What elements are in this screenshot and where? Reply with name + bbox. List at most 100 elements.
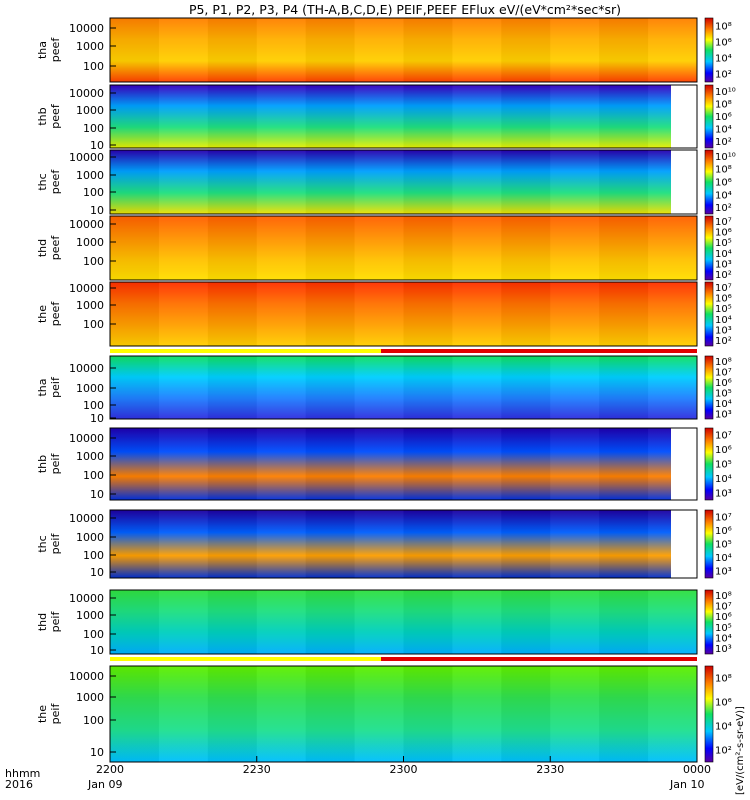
time-column [305, 356, 355, 419]
time-column [110, 282, 159, 346]
time-column [403, 590, 453, 654]
colorbar-tick-label: 10⁶ [715, 228, 732, 239]
time-column [110, 510, 159, 578]
y-tick-label: 100 [83, 469, 104, 482]
time-column [550, 590, 600, 654]
time-column [501, 428, 551, 500]
panel-thc-peif: 10000 1000 100 10 thc peif 10⁷ 10⁶ 10⁵ 10⁴ 10³ [36, 509, 732, 579]
y-tick-label: 10 [90, 488, 104, 501]
time-column [158, 150, 208, 214]
time-column [256, 666, 306, 762]
time-column [256, 510, 306, 578]
spectrogram-image [110, 150, 697, 214]
time-column [452, 282, 502, 346]
time-column [403, 666, 453, 762]
time-column [403, 18, 453, 82]
y-tick-label: 1000 [76, 691, 104, 704]
y-tick-label: 1000 [76, 609, 104, 622]
colorbar-tick-label: 10⁷ [715, 367, 732, 378]
y-tick-label: 1000 [76, 40, 104, 53]
spectrogram-image [110, 282, 697, 346]
y-tick-label: 100 [83, 399, 104, 412]
time-column [110, 216, 159, 280]
time-column [501, 282, 551, 346]
time-column [452, 666, 502, 762]
colorbar-tick-label: 10³ [715, 567, 732, 578]
time-column [452, 590, 502, 654]
time-column [207, 510, 257, 578]
time-column [354, 510, 404, 578]
time-column [501, 85, 551, 148]
x-tick-label: 2330 [536, 763, 564, 776]
time-column [207, 85, 257, 148]
time-column [648, 356, 697, 419]
panel-probe-label: the [36, 305, 49, 323]
svg-text:[eV/(cm²-s-sr-eV)]: [eV/(cm²-s-sr-eV)] [735, 706, 746, 795]
time-column [550, 216, 600, 280]
time-column [256, 590, 306, 654]
time-column [207, 428, 257, 500]
y-tick-label: 10 [90, 139, 104, 152]
time-column [207, 666, 257, 762]
time-column [256, 428, 306, 500]
time-column [354, 85, 404, 148]
time-column [599, 428, 649, 500]
colorbar-tick-label: 10⁸ [715, 674, 732, 685]
time-column [110, 590, 159, 654]
panel-frame [109, 589, 698, 655]
colorbar [704, 589, 714, 655]
colorbar-tick-label: 10⁷ [715, 602, 732, 613]
time-column [256, 282, 306, 346]
panel-frame [109, 215, 698, 281]
time-column [158, 282, 208, 346]
y-tick-label: 1000 [76, 236, 104, 249]
colorbar-tick-label: 10⁶ [715, 112, 732, 123]
colorbar-tick-label: 10⁴ [715, 249, 732, 260]
y-tick-label: 100 [83, 60, 104, 73]
panel-product-label: peif [49, 453, 62, 475]
time-column [452, 85, 502, 148]
time-column [452, 428, 502, 500]
time-column [305, 150, 355, 214]
time-column [403, 216, 453, 280]
time-column [599, 590, 649, 654]
colorbar-tick-label: 10² [715, 336, 732, 347]
colorbar-unit-label: [eV/(cm²-s-sr-eV)] [735, 706, 746, 795]
time-column [550, 666, 600, 762]
colorbar-tick-label: 10⁴ [715, 54, 732, 65]
time-column [648, 590, 697, 654]
x-axis: 2200 2230 2300 2330 0000 [96, 756, 711, 776]
time-column [256, 85, 306, 148]
colorbar-tick-label: 10⁴ [715, 315, 732, 326]
colorbar-tick-label: 10² [715, 137, 732, 148]
y-tick-label: 1000 [76, 169, 104, 182]
time-column [452, 510, 502, 578]
time-column [599, 18, 649, 82]
time-column [550, 510, 600, 578]
colorbar-tick-label: 10⁸ [715, 22, 732, 33]
y-tick-label: 10000 [69, 151, 104, 164]
time-column [354, 666, 404, 762]
panel-product-label: peef [49, 169, 62, 195]
time-column [207, 18, 257, 82]
time-column [501, 150, 551, 214]
colorbar-tick-label: 10⁶ [715, 378, 732, 389]
colorbar-tick-label: 10⁵ [715, 304, 732, 315]
colorbar-tick-label: 10² [715, 270, 732, 281]
panel-thb-peif: 10000 1000 100 10 thb peif 10⁷ 10⁶ 10⁵ 10⁴ 10³ [36, 427, 732, 501]
time-column [550, 85, 600, 148]
spectrogram-image [110, 428, 697, 500]
time-column [354, 282, 404, 346]
time-column [550, 282, 600, 346]
time-column [207, 590, 257, 654]
time-column [305, 428, 355, 500]
time-column [403, 510, 453, 578]
panel-probe-label: thd [36, 239, 49, 257]
time-column [403, 428, 453, 500]
y-tick-label: 10 [90, 204, 104, 217]
x-tick-label: 2300 [390, 763, 418, 776]
time-column [256, 18, 306, 82]
time-column [354, 150, 404, 214]
colorbar-tick-label: 10³ [715, 644, 732, 655]
colorbar-tick-label: 10⁷ [715, 283, 732, 294]
